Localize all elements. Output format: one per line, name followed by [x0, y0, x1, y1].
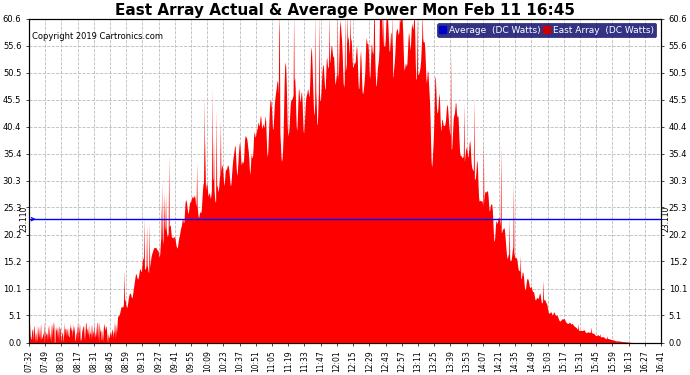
Title: East Array Actual & Average Power Mon Feb 11 16:45: East Array Actual & Average Power Mon Fe…: [115, 3, 575, 18]
Text: 23.110: 23.110: [19, 206, 28, 232]
Legend: Average  (DC Watts), East Array  (DC Watts): Average (DC Watts), East Array (DC Watts…: [437, 24, 656, 37]
Text: Copyright 2019 Cartronics.com: Copyright 2019 Cartronics.com: [32, 32, 164, 41]
Text: 23.110: 23.110: [662, 206, 671, 232]
